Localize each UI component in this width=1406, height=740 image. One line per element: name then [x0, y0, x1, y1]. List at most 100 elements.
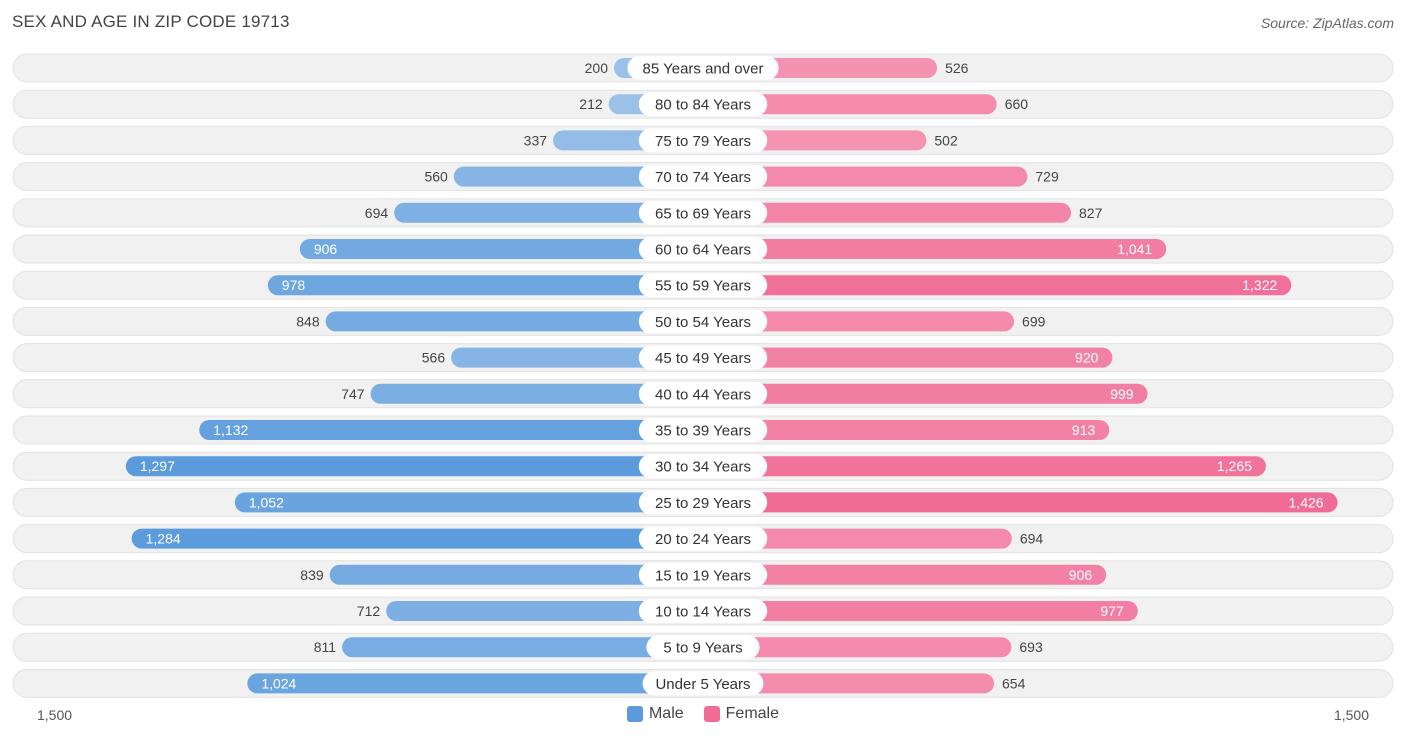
bar-row: 1,024 654 Under 5 Years — [12, 668, 1394, 698]
category-label-bg — [638, 92, 768, 117]
bar-row: 200 526 85 Years and over — [12, 53, 1394, 83]
bar-row: 694 827 65 to 69 Years — [12, 198, 1394, 228]
category-label: 60 to 64 Years — [655, 242, 751, 259]
female-bar — [693, 673, 995, 694]
male-value-label: 978 — [282, 277, 306, 293]
male-value-label: 839 — [300, 567, 324, 583]
male-value-label: 212 — [579, 96, 603, 112]
female-bar — [693, 166, 1028, 187]
female-value-label: 1,322 — [1242, 277, 1277, 293]
male-value-label: 712 — [357, 603, 381, 619]
female-value-label: 977 — [1100, 603, 1124, 619]
legend-swatch-male — [626, 706, 643, 722]
category-label-bg — [638, 526, 768, 551]
category-label-bg — [638, 490, 768, 515]
female-bar — [693, 347, 1113, 368]
category-label-bg — [638, 128, 768, 153]
category-label: 40 to 44 Years — [655, 386, 751, 403]
bar-row: 337 502 75 to 79 Years — [12, 125, 1394, 155]
female-value-label: 1,426 — [1289, 494, 1324, 510]
bar-row: 712 977 10 to 14 Years — [12, 596, 1394, 626]
legend-item-female[interactable]: Female — [703, 705, 780, 723]
source-note: Source: ZipAtlas.com — [1260, 15, 1394, 31]
female-bar — [693, 601, 1138, 621]
male-value-label: 1,297 — [140, 458, 175, 474]
male-bar — [267, 275, 713, 296]
category-label: 45 to 49 Years — [655, 350, 751, 367]
male-value-label: 906 — [314, 241, 338, 257]
category-label: 5 to 9 Years — [663, 640, 742, 657]
female-value-label: 660 — [1005, 96, 1029, 112]
category-label-bg — [638, 345, 768, 370]
bar-row: 747 999 40 to 44 Years — [12, 379, 1394, 409]
male-bar — [325, 311, 713, 332]
category-label: 65 to 69 Years — [655, 205, 751, 222]
female-value-label: 913 — [1072, 422, 1096, 438]
category-label-bg — [638, 200, 768, 225]
category-label-bg — [638, 164, 768, 189]
bar-row: 1,132 913 35 to 39 Years — [12, 415, 1394, 445]
female-value-label: 693 — [1019, 639, 1043, 655]
category-label: 25 to 29 Years — [655, 495, 751, 512]
legend-item-male[interactable]: Male — [626, 705, 684, 723]
female-bar — [693, 420, 1110, 440]
male-value-label: 811 — [314, 639, 337, 655]
male-value-label: 1,132 — [213, 422, 248, 438]
category-label-bg — [638, 381, 768, 406]
category-label: 50 to 54 Years — [655, 314, 751, 331]
male-value-label: 337 — [524, 132, 548, 148]
female-bar — [693, 275, 1292, 296]
female-bar — [693, 637, 1012, 658]
legend-label-female: Female — [725, 705, 780, 722]
category-label: 15 to 19 Years — [655, 567, 751, 584]
female-value-label: 502 — [934, 132, 958, 148]
male-value-label: 566 — [422, 350, 446, 366]
bar-row: 212 660 80 to 84 Years — [12, 89, 1394, 119]
bar-row: 978 1,322 55 to 59 Years — [12, 270, 1394, 300]
legend-label-male: Male — [648, 705, 684, 722]
category-label-bg — [646, 635, 760, 660]
bar-row: 839 906 15 to 19 Years — [12, 560, 1394, 590]
category-label: 30 to 34 Years — [655, 459, 751, 476]
male-bar — [394, 202, 713, 223]
bar-row: 1,297 1,265 30 to 34 Years — [12, 451, 1394, 481]
male-bar — [199, 420, 713, 440]
female-value-label: 694 — [1020, 531, 1044, 547]
male-value-label: 1,052 — [249, 494, 284, 510]
male-bar — [370, 383, 713, 404]
female-bar — [693, 311, 1015, 332]
male-bar — [247, 673, 713, 694]
male-value-label: 848 — [296, 313, 320, 329]
legend-swatch-female — [703, 706, 720, 722]
male-bar — [299, 239, 713, 259]
chart-title: SEX AND AGE IN ZIP CODE 19713 — [12, 12, 290, 31]
male-bar — [131, 528, 713, 549]
category-label: 70 to 74 Years — [655, 169, 751, 186]
male-bar — [234, 492, 714, 513]
female-bar — [693, 456, 1266, 477]
female-bar — [693, 94, 997, 115]
female-bar — [693, 202, 1072, 223]
category-label: 75 to 79 Years — [655, 133, 751, 150]
female-value-label: 1,041 — [1117, 241, 1152, 257]
category-label-bg — [638, 273, 768, 298]
female-value-label: 906 — [1069, 567, 1093, 583]
category-label: 35 to 39 Years — [655, 423, 751, 440]
female-value-label: 729 — [1035, 169, 1059, 185]
female-value-label: 526 — [945, 60, 969, 76]
category-label: 55 to 59 Years — [655, 278, 751, 295]
category-label: 10 to 14 Years — [655, 604, 751, 621]
category-label-bg — [638, 237, 768, 261]
male-value-label: 200 — [585, 60, 609, 76]
bar-row: 811 693 5 to 9 Years — [12, 632, 1394, 662]
bar-row: 560 729 70 to 74 Years — [12, 162, 1394, 192]
male-bar — [386, 601, 713, 621]
bar-row: 848 699 50 to 54 Years — [12, 306, 1394, 336]
male-value-label: 747 — [341, 386, 365, 402]
bar-row: 566 920 45 to 49 Years — [12, 343, 1394, 373]
bar-row: 906 1,041 60 to 64 Years — [12, 234, 1394, 264]
category-label-bg — [638, 454, 768, 479]
female-value-label: 699 — [1022, 313, 1046, 329]
category-label: 20 to 24 Years — [655, 531, 751, 548]
